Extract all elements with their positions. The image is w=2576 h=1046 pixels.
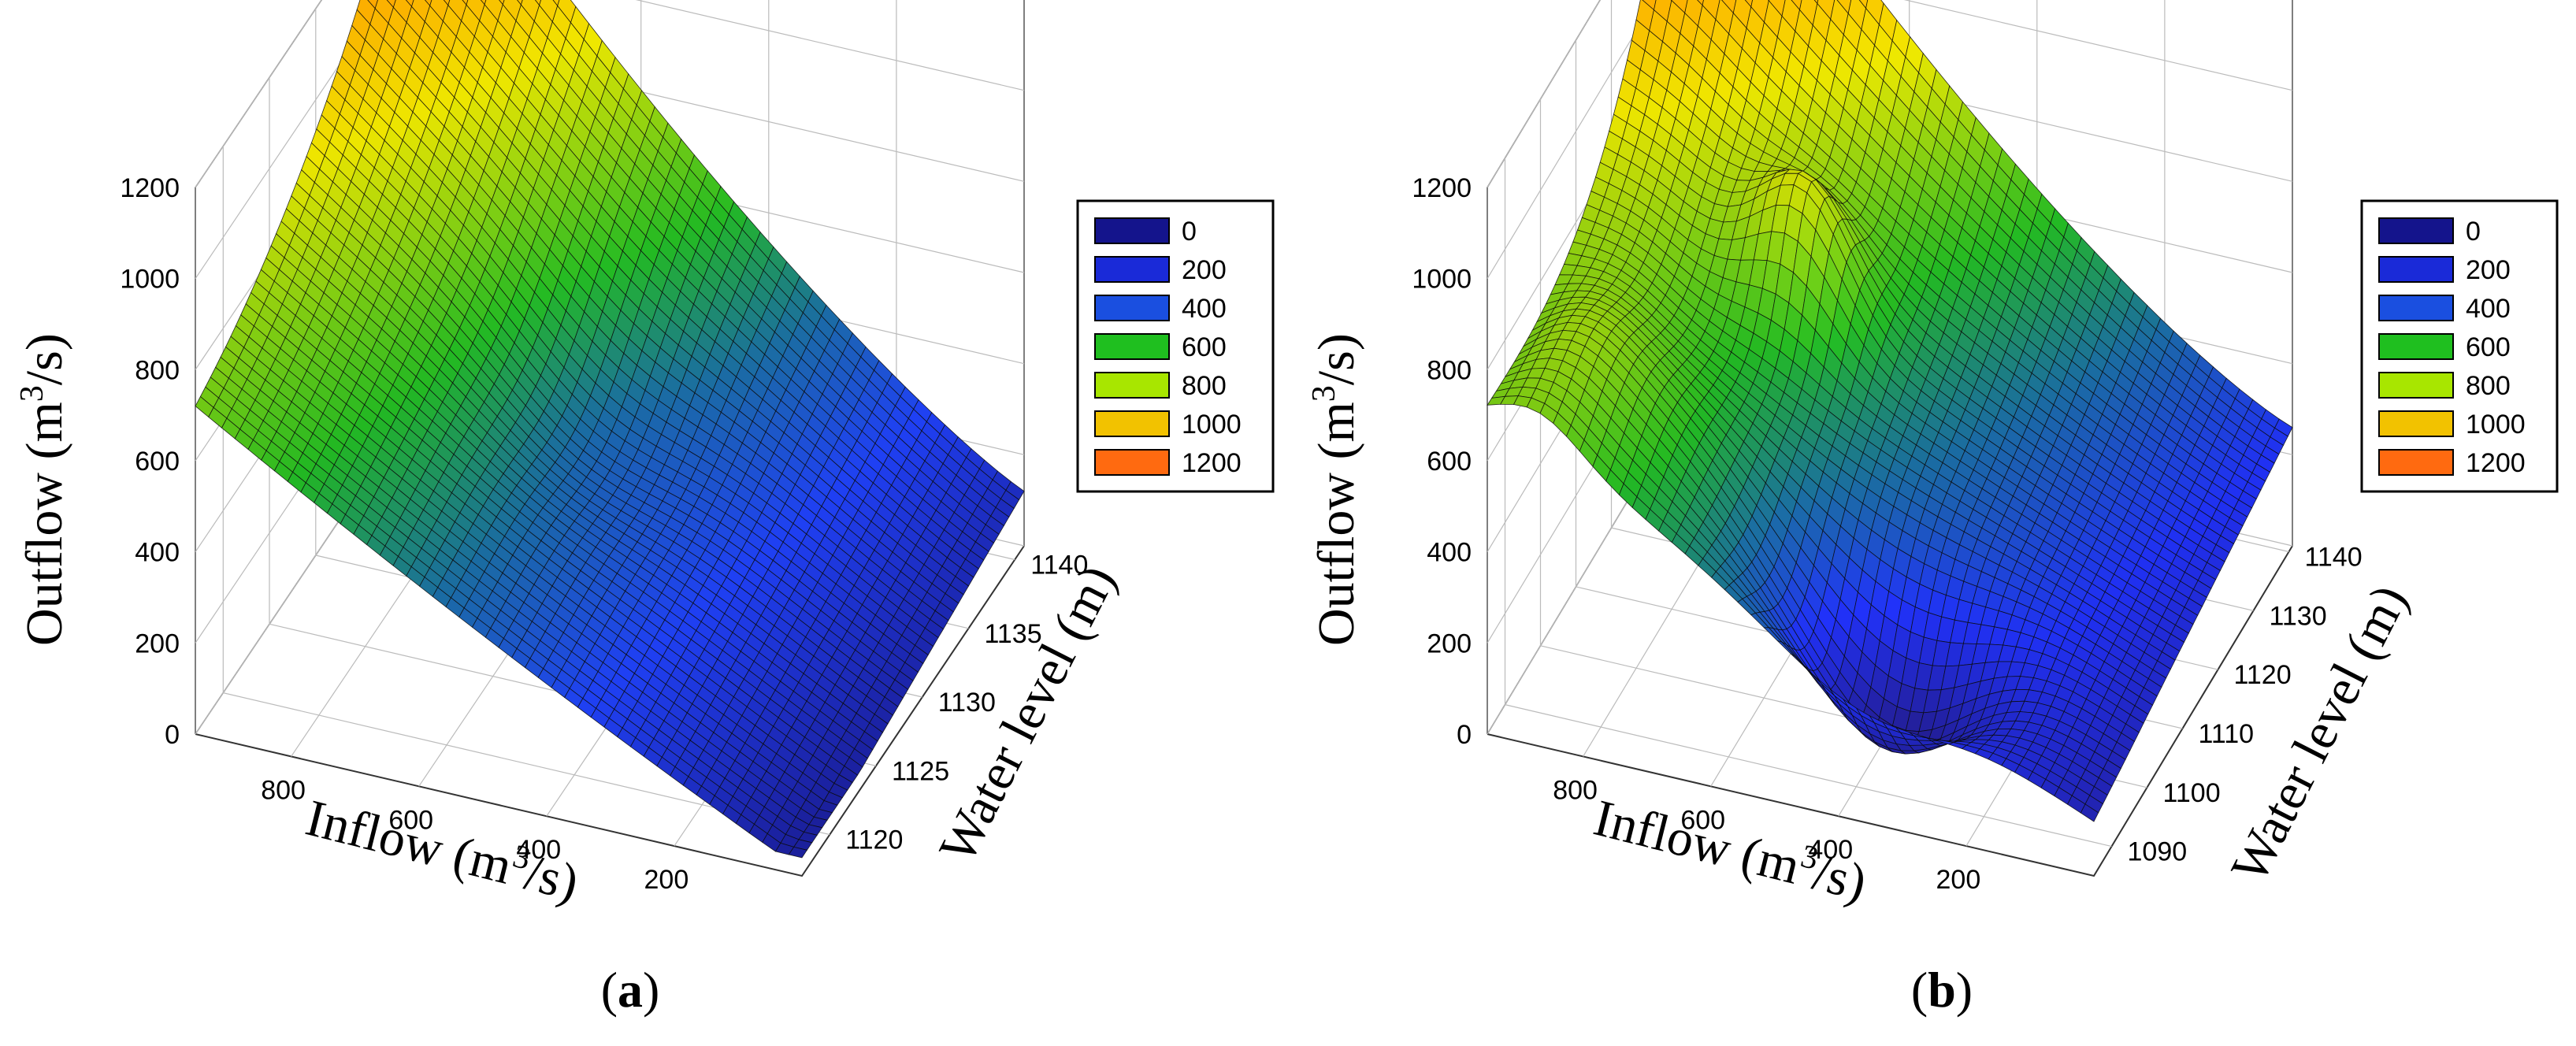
legend-label: 200: [2466, 255, 2511, 285]
legend-label: 600: [2466, 332, 2511, 362]
legend-swatch: [2378, 449, 2454, 476]
legend-label: 800: [1182, 371, 1227, 401]
legend-swatch: [1094, 217, 1170, 244]
axis-box-floor-edges: [195, 545, 1025, 877]
legend-swatch: [1094, 410, 1170, 437]
z-tick-label: 0: [1457, 720, 1472, 750]
y-tick-label: 1110: [2199, 719, 2255, 749]
panel-a-chart: 0 200 400 600 800 1000 1200 800 600 400 200 1120 1…: [14, 0, 1275, 1018]
panel-b-x-axis-title: Inflow (m3/s): [1588, 788, 1872, 912]
legend-label: 1000: [2466, 410, 2526, 440]
z-tick-label: 400: [1427, 538, 1472, 568]
legend-swatch: [1094, 256, 1170, 283]
z-tick-label: 0: [165, 720, 180, 750]
z-tick-label: 600: [135, 447, 180, 477]
z-tick-label: 1000: [120, 265, 180, 295]
panel-a-surface: [195, 0, 1025, 859]
legend-label: 400: [1182, 294, 1227, 324]
legend-label: 1200: [2466, 448, 2526, 478]
panel-b-label: (b): [1911, 962, 1973, 1018]
y-tick-label: 1100: [2163, 778, 2221, 808]
z-tick-label: 800: [1427, 355, 1472, 385]
panel-a-z-axis-title: Outflow (m3/s): [14, 333, 73, 646]
z-tick-label: 400: [135, 538, 180, 568]
legend-swatch: [1094, 295, 1170, 321]
x-tick-label: 800: [1553, 775, 1598, 805]
y-tick-label: 1120: [2234, 660, 2292, 690]
legend-label: 800: [2466, 371, 2511, 401]
z-tick-label: 1200: [1412, 173, 1472, 203]
legend-swatch: [1094, 333, 1170, 360]
y-tick-label: 1125: [892, 756, 949, 786]
legend-swatch: [2378, 295, 2454, 321]
legend-swatch: [2378, 372, 2454, 399]
z-tick-label: 600: [1427, 447, 1472, 477]
panel-a-z-tick-labels: 0 200 400 600 800 1000 1200: [120, 173, 180, 750]
y-tick-label: 1140: [2305, 542, 2363, 572]
legend-label: 600: [1182, 332, 1227, 362]
x-tick-label: 200: [1936, 865, 1981, 895]
panel-b-chart: 0 200 400 600 800 1000 1200 800 600 400 200 1090 1…: [1306, 0, 2559, 1018]
legend-swatch: [2378, 256, 2454, 283]
legend-swatch: [2378, 333, 2454, 360]
z-tick-label: 1200: [120, 173, 180, 203]
panel-a-legend: 0 200 400 600 800 1000 1200: [1076, 199, 1275, 493]
legend-label: 0: [2466, 217, 2481, 247]
y-tick-label: 1090: [2128, 837, 2188, 867]
legend-label: 200: [1182, 255, 1227, 285]
panel-a-x-axis-title: Inflow (m3/s): [300, 788, 584, 912]
panel-b-legend: 0 200 400 600 800 1000 1200: [2360, 199, 2559, 493]
legend-swatch: [2378, 217, 2454, 244]
axis-box-back-edges: [195, 0, 1025, 734]
z-tick-label: 200: [135, 629, 180, 658]
y-tick-label: 1130: [938, 688, 996, 718]
panel-b-z-axis-title: Outflow (m3/s): [1306, 333, 1365, 646]
legend-label: 400: [2466, 294, 2511, 324]
legend-label: 1200: [1182, 448, 1242, 478]
x-tick-label: 200: [644, 865, 689, 895]
z-tick-label: 1000: [1412, 265, 1472, 295]
y-gridline: [222, 146, 830, 836]
y-tick-label: 1120: [845, 825, 903, 855]
legend-label: 0: [1182, 217, 1197, 247]
x-tick-label: 800: [261, 775, 306, 805]
panel-b-surface: [1487, 0, 2293, 822]
panel-b-z-tick-labels: 0 200 400 600 800 1000 1200: [1412, 173, 1472, 750]
legend-swatch: [2378, 410, 2454, 437]
z-tick-label: 200: [1427, 629, 1472, 658]
legend-label: 1000: [1182, 410, 1242, 440]
panel-a-label: (a): [601, 962, 660, 1018]
z-tick-label: 800: [135, 355, 180, 385]
legend-swatch: [1094, 449, 1170, 476]
legend-swatch: [1094, 372, 1170, 399]
y-tick-label: 1130: [2270, 601, 2327, 631]
